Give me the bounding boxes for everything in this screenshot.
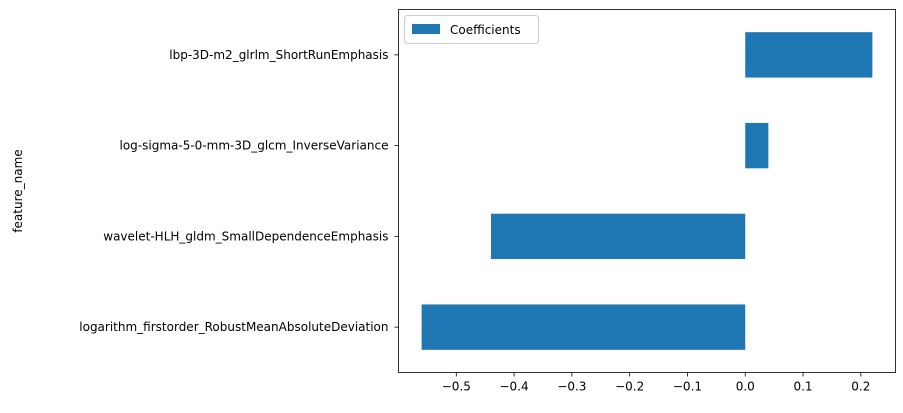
bar (745, 32, 873, 78)
bar (421, 304, 746, 350)
x-tick-label: −0.2 (615, 380, 644, 394)
x-tick-label: −0.3 (557, 380, 586, 394)
y-axis-label: feature_name (11, 149, 25, 232)
bar (745, 122, 769, 169)
plot-frame (398, 9, 896, 373)
bar (490, 213, 746, 260)
y-tick-label: log-sigma-5-0-mm-3D_glcm_InverseVariance (120, 139, 389, 153)
y-tick-label: lbp-3D-m2_glrlm_ShortRunEmphasis (169, 48, 388, 62)
y-tick-label: logarithm_firstorder_RobustMeanAbsoluteD… (79, 320, 388, 334)
legend: Coefficients (404, 15, 539, 44)
legend-box (404, 15, 539, 44)
y-axis-ticks: logarithm_firstorder_RobustMeanAbsoluteD… (79, 48, 399, 334)
legend-label: Coefficients (450, 23, 521, 37)
x-axis-ticks: −0.5 −0.4 −0.3 −0.2 −0.1 0.0 0.1 0.2 (442, 372, 870, 394)
legend-swatch (412, 24, 440, 34)
x-tick-label: −0.1 (673, 380, 702, 394)
x-tick-label: 0.2 (851, 380, 870, 394)
x-tick-label: −0.4 (500, 380, 529, 394)
bars-group (421, 32, 873, 350)
y-tick-label: wavelet-HLH_gldm_SmallDependenceEmphasis (103, 229, 388, 243)
x-tick-label: −0.5 (442, 380, 471, 394)
x-tick-label: 0.1 (793, 380, 812, 394)
x-tick-label: 0.0 (736, 380, 755, 394)
